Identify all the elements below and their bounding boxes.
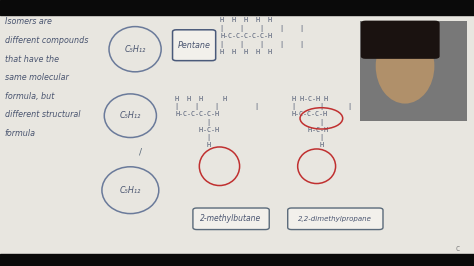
Bar bbox=[0, 0, 474, 15]
Text: formula: formula bbox=[5, 129, 36, 138]
Text: that have the: that have the bbox=[5, 55, 59, 64]
Ellipse shape bbox=[376, 29, 434, 103]
Text: different compounds: different compounds bbox=[5, 36, 88, 45]
Text: different structural: different structural bbox=[5, 110, 80, 119]
Text: formula, but: formula, but bbox=[5, 92, 54, 101]
Text: C₅H₁₂: C₅H₁₂ bbox=[119, 111, 141, 120]
Text: Isomers are: Isomers are bbox=[5, 17, 52, 26]
Text: c: c bbox=[456, 244, 460, 253]
Text: H  H  H     H
|    |    |         |
H-C-C-C-C-H
        |
      H-C-H
        |
: H H H H | | | | H-C-C-C-C-H | H-C-H | bbox=[175, 96, 259, 148]
FancyBboxPatch shape bbox=[360, 21, 467, 121]
Text: H H-C-H H
|      |      |
H-C-C-C-H
       |
    H-C-H
       |
       H: H H-C-H H | | | H-C-C-C-H | H-C-H | H bbox=[292, 96, 352, 148]
Text: /: / bbox=[139, 148, 142, 157]
Text: C₅H₁₂: C₅H₁₂ bbox=[119, 186, 141, 195]
FancyBboxPatch shape bbox=[288, 208, 383, 230]
Bar bbox=[0, 254, 474, 266]
Text: Pentane: Pentane bbox=[178, 41, 210, 50]
Text: 2,2-dimethylpropane: 2,2-dimethylpropane bbox=[299, 216, 372, 222]
FancyBboxPatch shape bbox=[361, 21, 439, 59]
Text: same molecular: same molecular bbox=[5, 73, 68, 82]
Text: H  H  H  H  H
|    |    |    |    |
H-C-C-C-C-C-H
|    |    |    |    |
H  H  H : H H H H H | | | | | H-C-C-C-C-C-H | | | … bbox=[220, 17, 304, 55]
FancyBboxPatch shape bbox=[173, 30, 216, 61]
FancyBboxPatch shape bbox=[193, 208, 269, 230]
Text: 2-methylbutane: 2-methylbutane bbox=[201, 214, 262, 223]
Text: C₅H₁₂: C₅H₁₂ bbox=[124, 45, 146, 54]
